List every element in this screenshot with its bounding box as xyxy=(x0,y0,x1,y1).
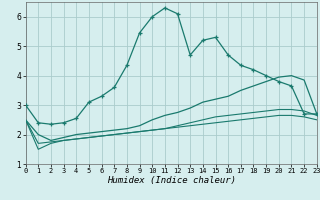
X-axis label: Humidex (Indice chaleur): Humidex (Indice chaleur) xyxy=(107,176,236,185)
